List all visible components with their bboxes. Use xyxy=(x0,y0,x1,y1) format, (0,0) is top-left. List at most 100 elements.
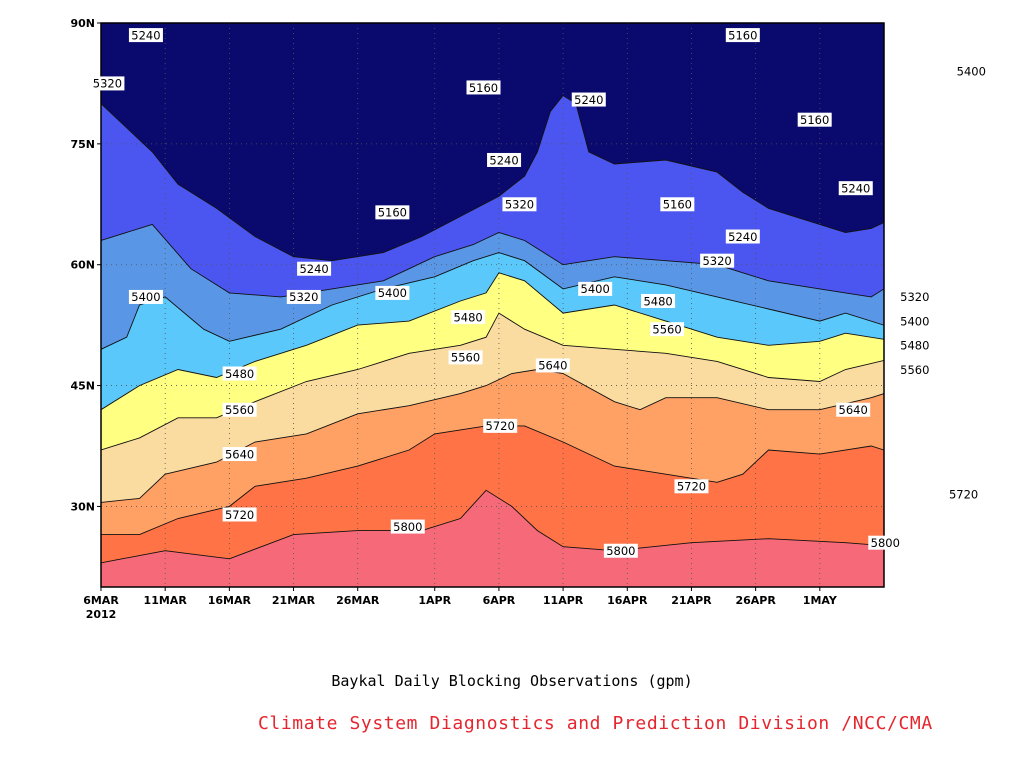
y-tick-label: 60N xyxy=(70,259,95,272)
contour-label: 5800 xyxy=(868,535,903,550)
contour-label-text: 5800 xyxy=(606,544,635,558)
contour-label-text: 5560 xyxy=(900,363,929,377)
contour-label: 5160 xyxy=(797,112,832,127)
contour-label: 5800 xyxy=(390,519,425,534)
contour-label-text: 5320 xyxy=(900,290,929,304)
contour-label-text: 5480 xyxy=(225,367,254,381)
plot-frame xyxy=(100,22,885,588)
contour-line-5400 xyxy=(101,252,884,350)
contour-label: 5560 xyxy=(650,322,685,337)
y-tick-label: 45N xyxy=(70,380,95,393)
contour-label: 5400 xyxy=(897,314,932,328)
contour-label-text: 5560 xyxy=(451,351,480,365)
contour-label-text: 5400 xyxy=(581,282,610,296)
chart-title: Baykal Daily Blocking Observations (gpm) xyxy=(331,672,693,690)
contour-label-text: 5640 xyxy=(225,447,254,461)
contour-line-5240 xyxy=(101,94,884,262)
contour-label-box xyxy=(897,338,932,353)
contour-label-box xyxy=(286,289,321,304)
contour-label-text: 5640 xyxy=(839,403,868,417)
x-tick-label: 26MAR xyxy=(336,594,380,607)
contour-label: 5480 xyxy=(451,310,486,325)
contour-label-box xyxy=(451,310,486,325)
contour-label-box xyxy=(897,289,932,304)
contour-label: 5320 xyxy=(90,76,125,91)
contour-label: 5560 xyxy=(222,402,257,417)
contour-label-box xyxy=(725,28,760,43)
contour-label-box xyxy=(375,205,410,220)
x-tick-label: 1MAY xyxy=(803,594,838,607)
contour-label: 5240 xyxy=(487,152,522,167)
contour-label: 5240 xyxy=(725,229,760,244)
contour-label: 5480 xyxy=(222,366,257,381)
contour-label-text: 5240 xyxy=(131,28,160,42)
contour-label-box xyxy=(838,181,873,196)
contour-label: 5400 xyxy=(578,281,613,296)
contour-label-text: 5480 xyxy=(643,294,672,308)
x-tick-label: 21MAR xyxy=(272,594,316,607)
contour-label: 5320 xyxy=(502,197,537,212)
contour-line-5720 xyxy=(101,425,884,536)
contour-label: 5240 xyxy=(128,28,163,43)
contour-label-text: 5240 xyxy=(489,153,518,167)
contour-label-box xyxy=(578,281,613,296)
contour-label: 5800 xyxy=(603,543,638,558)
contour-label-text: 5480 xyxy=(900,339,929,353)
contour-label-text: 5400 xyxy=(131,290,160,304)
x-tick-label: 1APR xyxy=(418,594,451,607)
contour-label-text: 5320 xyxy=(505,198,534,212)
contour-label-box xyxy=(797,112,832,127)
contour-label-text: 5400 xyxy=(900,314,929,328)
contour-label: 5480 xyxy=(641,293,676,308)
contour-label-box xyxy=(674,479,709,494)
contour-label: 5240 xyxy=(838,181,873,196)
contour-label-text: 5400 xyxy=(957,65,986,79)
contour-label: 5400 xyxy=(375,285,410,300)
chart-credit: Climate System Diagnostics and Predictio… xyxy=(258,713,933,734)
contour-label-text: 5160 xyxy=(800,113,829,127)
x-tick-label: 26APR xyxy=(735,594,776,607)
contour-label-box xyxy=(571,92,606,107)
contour-label-text: 5720 xyxy=(225,508,254,522)
contour-labels: 5240 5320 5400 5480 5560 5640 5720 5240 5320 5160… xyxy=(90,28,989,558)
contour-label: 5720 xyxy=(222,507,257,522)
contour-label-box xyxy=(128,28,163,43)
contour-label: 5160 xyxy=(375,205,410,220)
contour-label-text: 5640 xyxy=(538,359,567,373)
contour-label-text: 5160 xyxy=(469,81,498,95)
contour-label-box xyxy=(946,487,981,502)
contour-label: 5560 xyxy=(448,350,483,365)
x-tick-label: 6APR xyxy=(483,594,516,607)
contour-label: 5400 xyxy=(128,289,163,304)
contour-label-box xyxy=(650,322,685,337)
contour-label-box xyxy=(954,64,989,79)
contour-label-text: 5720 xyxy=(677,480,706,494)
contour-label-box xyxy=(836,402,871,417)
contour-label-box xyxy=(375,285,410,300)
contour-label: 5640 xyxy=(836,402,871,417)
contour-label: 5240 xyxy=(571,92,606,107)
x-tick-label: 11APR xyxy=(543,594,584,607)
contour-label-box xyxy=(897,362,932,377)
contour-label: 5560 xyxy=(897,362,932,377)
contour-label-text: 5720 xyxy=(949,488,978,502)
contour-label-text: 5400 xyxy=(378,286,407,300)
contour-label-text: 5240 xyxy=(841,181,870,195)
x-tick-label: 6MAR xyxy=(83,594,119,607)
contour-label: 5720 xyxy=(946,487,981,502)
contour-label-text: 5720 xyxy=(486,419,515,433)
y-tick-label: 30N xyxy=(70,500,95,513)
contour-label-box xyxy=(390,519,425,534)
contour-label-box xyxy=(448,350,483,365)
contour-line-5800 xyxy=(101,489,884,564)
contour-label-text: 5560 xyxy=(225,403,254,417)
x-tick-label: 16APR xyxy=(607,594,648,607)
contour-label-box xyxy=(466,80,501,95)
contour-label-box xyxy=(222,447,257,462)
contour-label-text: 5560 xyxy=(652,322,681,336)
contour-label-box xyxy=(90,76,125,91)
x-tick-label: 16MAR xyxy=(208,594,252,607)
contour-label: 5320 xyxy=(286,289,321,304)
contour-label-text: 5160 xyxy=(728,28,757,42)
contour-line-5320 xyxy=(101,223,884,298)
